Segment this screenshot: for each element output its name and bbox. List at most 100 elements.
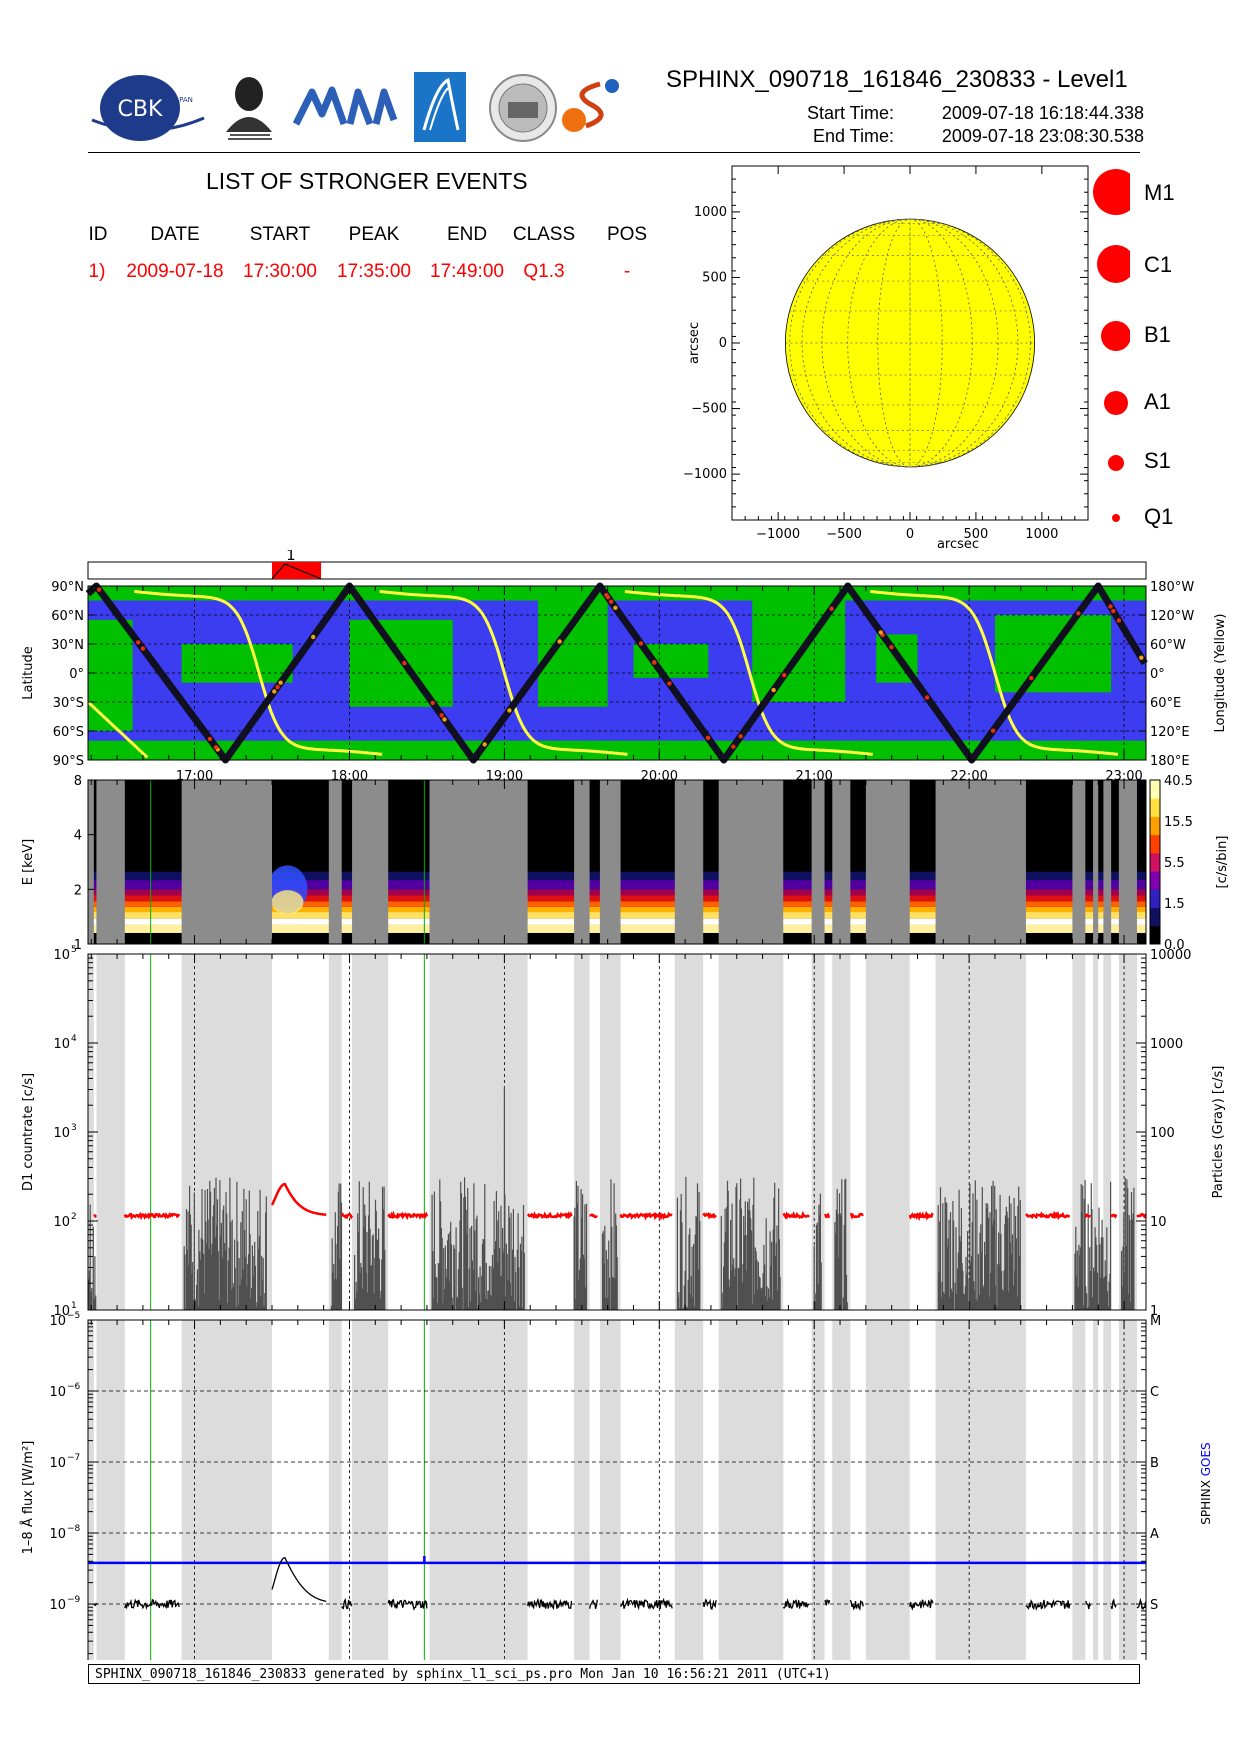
d1-countrate-series [1084, 1212, 1092, 1219]
particle-zone [181, 644, 293, 683]
goes-class-label: A [1150, 1527, 1159, 1542]
eclipse-shading [328, 780, 342, 944]
orbit-track-point [889, 645, 894, 650]
longitude-tick-label: 60°E [1150, 696, 1181, 711]
orbit-track-point [1139, 655, 1144, 660]
d1-countrate-series [1110, 1213, 1118, 1219]
eclipse-shading [599, 1320, 621, 1660]
flare-hot-core [271, 890, 304, 915]
colorbar-segment [1150, 907, 1160, 927]
orbit-track-point [667, 681, 672, 686]
longitude-curve [134, 590, 383, 756]
flux-tick-label: 10 [49, 1527, 66, 1542]
latitude-tick-label: 90°N [51, 580, 84, 595]
eclipse-shading [181, 780, 273, 944]
header-rule [88, 152, 1140, 153]
longitude-tick-label: 180°W [1150, 580, 1194, 595]
eclipse-shading [832, 1320, 851, 1660]
eclipse-shading [429, 780, 528, 944]
latitude-tick-label: 90°S [53, 754, 84, 769]
eclipse-shading [1072, 1320, 1086, 1660]
sun-y-tick-label: 1000 [694, 205, 727, 220]
eclipse-shading [865, 780, 910, 944]
orbit-ylabel: Latitude [21, 646, 36, 700]
eclipse-shading [599, 780, 621, 944]
eclipse-shading [811, 780, 825, 944]
eclipse-shading [935, 780, 1026, 944]
eclipse-shading [674, 780, 704, 944]
orbit-track-point [96, 587, 102, 592]
event-id: 1) [88, 261, 106, 282]
eclipse-shading [96, 780, 125, 944]
eclipse-shading [574, 1320, 590, 1660]
eclipse-shading [1118, 780, 1137, 944]
time-series-panels: 1 90°N 180°W 60°N 120°W 30°N 60°W 0° 0° 30°S 60°E 6… [20, 550, 1230, 1660]
eclipse-shading [865, 1320, 910, 1660]
flux-tick-exponent: −7 [67, 1453, 80, 1463]
size-legend: M1 C1 B1 A1 S1 Q1 [1090, 160, 1220, 540]
legend-dot-a1 [1104, 391, 1128, 415]
start-time-label: Start Time: [806, 103, 894, 123]
eclipse-shading [1093, 780, 1099, 944]
mian-logo [292, 84, 398, 132]
d1-countrate-series [1025, 1210, 1070, 1221]
energy-tick-label: 8 [74, 774, 82, 789]
d1-ylabel: D1 countrate [c/s] [21, 1073, 36, 1191]
colorbar-segment [1150, 889, 1160, 909]
flux-ylabel: 1–8 Å flux [W/m²] [20, 1441, 36, 1555]
orbit-track-point [738, 734, 743, 739]
sphinx-flux-series [588, 1599, 598, 1609]
eclipse-shading [88, 780, 94, 944]
legend-goes: GOES [1199, 1442, 1213, 1476]
spectrogram-frame [87, 779, 1147, 945]
longitude-tick-label: 120°W [1150, 609, 1194, 624]
eclipse-shading [865, 954, 910, 1310]
colorbar-label: [c/s/bin] [1215, 836, 1230, 889]
orbit-track-point [1029, 675, 1034, 681]
orbit-track-point [430, 700, 435, 706]
sphinx-flux-series [849, 1599, 864, 1611]
start-time-value: 2009-07-18 16:18:44.338 [941, 103, 1144, 123]
d1-countrate-series [387, 1210, 429, 1221]
latitude-tick-label: 0° [69, 667, 84, 682]
orbit-track-point [213, 745, 219, 750]
d1-countrate-series [589, 1213, 598, 1219]
event-peak: 17:35:00 [337, 261, 411, 282]
colorbar-segment [1150, 925, 1160, 945]
cbk-logo: CBK PAN [88, 72, 206, 142]
d1-tick-label: 10 [53, 1215, 70, 1230]
longitude-tick-label: 120°E [1150, 725, 1190, 740]
eclipse-shading [832, 780, 851, 944]
col-id: ID [88, 224, 108, 245]
longitude-tick-label: 60°W [1150, 638, 1186, 653]
event-row: 1) 2009-07-18 17:30:00 17:35:00 17:49:00… [0, 261, 700, 285]
d1-countrate-series [850, 1212, 864, 1220]
d1-tick-label: 10 [53, 1037, 70, 1052]
sphinx-flux-series [526, 1597, 573, 1611]
colorbar-frame [1149, 779, 1161, 945]
flux-tick-exponent: −9 [67, 1595, 81, 1605]
south-polar-belt [88, 740, 1146, 760]
orbit-track-point [638, 641, 644, 646]
sun-y-tick-label: 0 [719, 336, 727, 351]
rocket-logo [414, 72, 466, 142]
particles-tick-label: 1 [1150, 1304, 1158, 1319]
col-date: DATE [150, 224, 200, 245]
sphinx-flux-series [702, 1598, 717, 1611]
d1-tick-label: 10 [53, 948, 70, 963]
legend-label-c1: C1 [1144, 252, 1173, 277]
energy-tick-label: 1 [74, 938, 82, 953]
longitude-tick-label: 0° [1150, 667, 1165, 682]
sun-map-ylabel: arcsec [687, 322, 702, 364]
colorbar-tick-label: 1.5 [1164, 897, 1185, 912]
eclipse-shading [811, 954, 825, 1310]
event-bar-profile [271, 563, 322, 580]
orbit-track-point [878, 630, 883, 635]
sphinx-flux-series [909, 1598, 934, 1611]
orbit-track-point [482, 742, 487, 747]
start-time-row: Start Time: 2009-07-18 16:18:44.338 [760, 103, 1144, 125]
longitude-curve [624, 590, 873, 756]
footer-caption: SPHINX_090718_161846_230833 generated by… [88, 1664, 1140, 1684]
report-title: SPHINX_090718_161846_230833 - Level1 [666, 66, 1128, 93]
events-table-header: ID DATE START PEAK END CLASS POS [0, 224, 700, 248]
